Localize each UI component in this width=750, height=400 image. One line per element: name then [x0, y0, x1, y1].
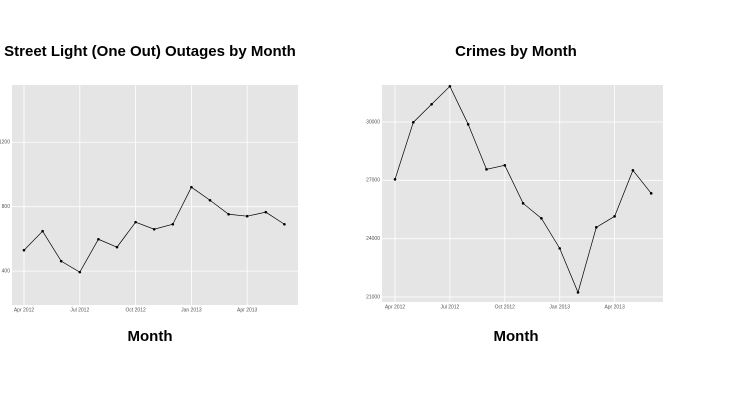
data-point — [152, 227, 156, 231]
data-point — [97, 237, 100, 241]
data-point — [595, 226, 598, 229]
data-point — [412, 121, 415, 124]
data-point — [485, 168, 488, 171]
y-tick-label: 24000 — [366, 236, 380, 242]
data-point — [171, 222, 175, 226]
x-tick-label: Jan 2013 — [181, 307, 202, 313]
data-point — [466, 123, 470, 126]
y-tick-label: 30000 — [366, 119, 380, 125]
plot-background — [382, 85, 663, 302]
x-tick-label: Jul 2012 — [440, 304, 459, 310]
chart-title: Street Light (One Out) Outages by Month — [4, 43, 296, 60]
x-tick-label: Apr 2012 — [14, 307, 35, 313]
data-point — [503, 164, 507, 167]
y-tick-label: 400 — [2, 268, 11, 274]
data-point — [190, 185, 193, 189]
y-tick-label: 21000 — [366, 294, 380, 300]
data-point — [22, 248, 26, 252]
data-point — [448, 85, 452, 88]
x-tick-label: Apr 2013 — [237, 307, 258, 313]
data-point — [558, 247, 561, 250]
data-point — [576, 291, 580, 294]
data-point — [78, 270, 82, 274]
x-tick-label: Apr 2013 — [604, 304, 625, 310]
x-axis-title: Month — [128, 328, 173, 345]
data-point — [41, 229, 44, 233]
data-point — [393, 178, 397, 181]
chart: Street Light (One Out) Outages by Month 4… — [0, 43, 298, 345]
plot-background — [12, 85, 298, 305]
y-tick-label: 27000 — [366, 178, 380, 184]
data-point — [264, 210, 268, 214]
data-point — [283, 222, 286, 226]
y-tick-label: 800 — [2, 204, 11, 210]
x-tick-label: Apr 2012 — [385, 304, 406, 310]
chart: Crimes by Month 21000 24000 27000 30000 Apr 2… — [366, 43, 663, 345]
data-point — [208, 198, 212, 202]
data-point — [227, 212, 230, 216]
data-point — [540, 217, 543, 220]
data-point — [521, 202, 525, 205]
y-tick-label: 1200 — [0, 140, 10, 146]
x-axis-title: Month — [494, 328, 539, 345]
data-point — [613, 215, 616, 218]
chart-title: Crimes by Month — [455, 43, 577, 60]
data-point — [115, 245, 119, 249]
x-tick-label: Jan 2013 — [549, 304, 570, 310]
data-point — [649, 192, 653, 195]
data-point — [245, 214, 249, 218]
data-point — [59, 259, 63, 263]
data-point — [134, 220, 137, 224]
x-tick-label: Oct 2012 — [125, 307, 146, 313]
x-tick-label: Jul 2012 — [70, 307, 89, 313]
data-point — [430, 103, 433, 106]
data-point — [631, 169, 635, 172]
x-tick-label: Oct 2012 — [495, 304, 516, 310]
